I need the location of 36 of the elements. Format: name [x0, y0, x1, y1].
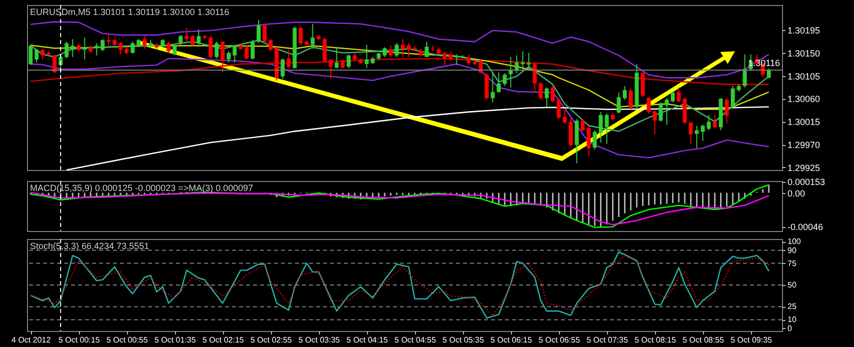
y-tick-label: 0.000153 — [788, 177, 826, 188]
y-tick-label: 1.29925 — [788, 162, 820, 173]
y-tick-label: 1.30150 — [788, 48, 820, 58]
y-tick-label: 100 — [788, 237, 802, 246]
x-tick-label: 5 Oct 06:15 — [490, 336, 532, 344]
y-tick-label: 1.30195 — [788, 25, 820, 36]
y-tick-label: 1.30060 — [788, 94, 820, 104]
x-tick-label: 5 Oct 00:55 — [106, 336, 148, 344]
y-tick-label: 0.00 — [788, 188, 806, 198]
y-tick-label: 10 — [788, 315, 797, 324]
x-tick-label: 5 Oct 03:35 — [298, 336, 340, 344]
x-tick-label: 4 Oct 2012 — [12, 336, 52, 344]
chart-title: Stoch(5,3,3) 66.4234 73.5551 — [30, 241, 150, 251]
x-tick-label: 5 Oct 06:55 — [538, 336, 580, 344]
y-tick-label: 25 — [788, 302, 797, 312]
y-tick-label: 90 — [788, 246, 797, 255]
x-tick-label: 5 Oct 08:55 — [682, 336, 725, 344]
x-tick-label: 5 Oct 05:35 — [442, 336, 484, 344]
y-tick-label: 1.29970 — [788, 140, 820, 150]
chart-title: EURUSDm,M5 1.30101 1.30119 1.30100 1.30116 — [30, 7, 230, 17]
y-tick-label: 1.30105 — [788, 71, 820, 82]
y-tick-label: 50 — [788, 280, 797, 290]
x-tick-label: 5 Oct 02:55 — [250, 336, 292, 344]
x-tick-label: 5 Oct 04:15 — [346, 336, 388, 344]
chart-title: MACD(15,35,9) 0.000125 -0.000023 =>MA(3) 0.000097 — [30, 183, 254, 193]
x-tick-label: 5 Oct 09:35 — [730, 336, 773, 344]
y-tick-label: 0 — [788, 324, 792, 333]
x-tick-label: 5 Oct 02:15 — [202, 336, 244, 344]
y-tick-label: 1.30015 — [788, 117, 820, 128]
x-tick-label: 5 Oct 08:15 — [634, 336, 676, 344]
x-tick-label: 5 Oct 00:15 — [58, 336, 100, 344]
y-tick-label: -0.00046 — [788, 222, 824, 232]
y-tick-label: 75 — [788, 258, 797, 268]
x-tick-label: 5 Oct 07:35 — [586, 336, 628, 344]
x-tick-label: 5 Oct 01:35 — [154, 336, 196, 344]
x-tick-label: 5 Oct 04:55 — [394, 336, 436, 344]
